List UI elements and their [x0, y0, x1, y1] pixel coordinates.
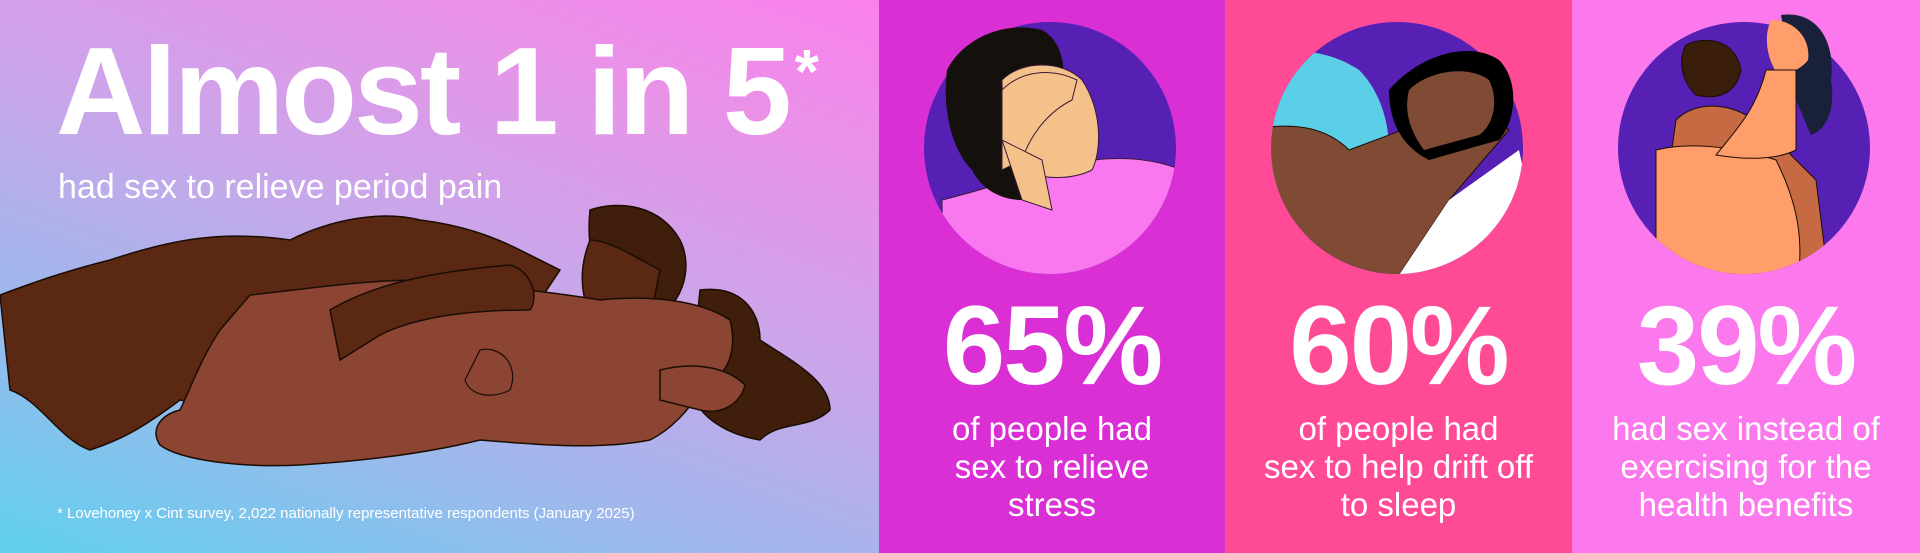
headline-text: Almost 1 in 5 — [56, 23, 792, 161]
couple-lying-embrace-illustration — [0, 204, 831, 467]
stat-description: had sex instead of exercising for the he… — [1572, 410, 1920, 524]
stat-description-line: of people had — [1298, 410, 1499, 447]
stat-value: 60% — [1289, 283, 1509, 408]
sleeping-man-illustration — [1270, 22, 1523, 274]
stat-description-line: to sleep — [1340, 486, 1457, 523]
stat-description: of people had sex to relieve stress — [879, 410, 1225, 524]
embracing-couple-illustration — [1618, 14, 1870, 274]
stat-panel-sleep: 60% of people had sex to help drift off … — [1225, 0, 1572, 553]
footnote-marker: * — [794, 38, 819, 107]
survey-footnote: * Lovehoney x Cint survey, 2,022 nationa… — [57, 505, 635, 522]
stat-description-line: stress — [1007, 486, 1096, 523]
headline: Almost 1 in 5* — [56, 30, 819, 154]
stat-panel-exercise: 39% had sex instead of exercising for th… — [1572, 0, 1920, 553]
stat-description-line: had sex instead of — [1612, 410, 1880, 447]
hero-panel: Almost 1 in 5* had sex to relieve period… — [0, 0, 879, 553]
stat-value: 39% — [1636, 283, 1857, 408]
stat-value: 65% — [942, 283, 1163, 408]
stat-description-line: sex to relieve — [954, 448, 1150, 485]
stat-description: of people had sex to help drift off to s… — [1225, 410, 1572, 524]
stat-description-line: sex to help drift off — [1263, 448, 1534, 485]
stat-panel-stress: 65% of people had sex to relieve stress — [879, 0, 1225, 553]
subheadline: had sex to relieve period pain — [58, 168, 503, 206]
stat-description-line: of people had — [951, 410, 1152, 447]
stat-description-line: health benefits — [1638, 486, 1854, 523]
stat-description-line: exercising for the — [1620, 448, 1872, 485]
stressed-woman-face-in-hand-illustration — [924, 22, 1176, 274]
